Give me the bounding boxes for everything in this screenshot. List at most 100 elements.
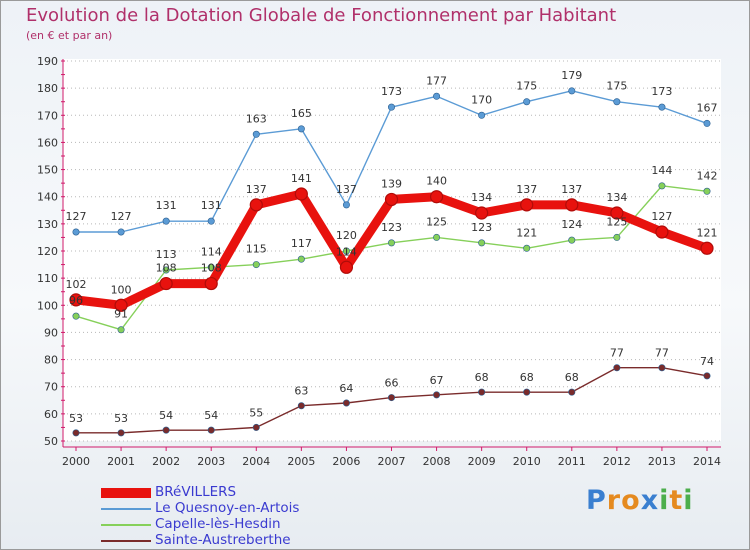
data-point [294, 187, 308, 201]
data-label: 121 [697, 226, 718, 239]
data-point [613, 364, 621, 372]
data-point [433, 233, 441, 241]
legend-item: Le Quesnoy-en-Artois [101, 501, 361, 516]
x-tick-label: 2000 [62, 455, 90, 468]
data-point [297, 402, 305, 410]
data-label: 134 [471, 191, 492, 204]
x-tick-label: 2012 [603, 455, 631, 468]
data-point [159, 276, 173, 291]
data-label: 170 [471, 93, 492, 106]
data-label: 68 [475, 371, 489, 384]
data-label: 173 [381, 85, 402, 98]
x-tick-label: 2007 [378, 455, 406, 468]
legend-swatch [101, 508, 151, 510]
data-label: 125 [606, 215, 627, 228]
data-label: 68 [520, 371, 534, 384]
y-tick-label: 170 [37, 109, 58, 122]
data-point [610, 206, 624, 220]
data-label: 114 [201, 245, 222, 258]
data-point [655, 225, 669, 239]
data-point [387, 394, 395, 402]
data-label: 137 [561, 183, 582, 196]
legend-label: Capelle-lès-Hesdin [155, 516, 281, 532]
data-label: 173 [651, 85, 672, 98]
legend-swatch [101, 488, 151, 498]
series-br-villers [69, 187, 714, 312]
x-tick-label: 2010 [513, 455, 541, 468]
data-point [523, 388, 531, 396]
data-label: 117 [291, 237, 312, 250]
y-tick-label: 70 [44, 381, 58, 394]
data-point [342, 247, 350, 255]
data-point [117, 429, 125, 437]
data-point [342, 201, 350, 209]
y-tick-label: 90 [44, 326, 58, 339]
data-point [475, 206, 489, 220]
legend-item: BRéVILLERS [101, 485, 361, 500]
data-point [478, 388, 486, 396]
data-point [568, 236, 576, 244]
legend-swatch [101, 540, 151, 542]
data-point [339, 260, 354, 274]
data-point [387, 103, 395, 111]
data-label: 127 [111, 210, 132, 223]
data-point [342, 399, 350, 407]
data-point [523, 244, 531, 252]
data-point [658, 182, 666, 190]
data-point [297, 125, 305, 133]
data-point [72, 429, 80, 437]
legend-swatch [101, 524, 151, 526]
data-point [207, 263, 215, 271]
data-label: 66 [385, 377, 399, 390]
logo-letter: P [586, 485, 607, 516]
data-label: 115 [246, 243, 267, 256]
logo-letter: r [606, 485, 622, 516]
logo-letter: o [621, 485, 641, 516]
data-label: 131 [201, 199, 222, 212]
data-point [69, 293, 83, 307]
data-point [207, 217, 215, 225]
data-point [252, 423, 260, 431]
data-point [568, 388, 576, 396]
data-point [700, 241, 714, 255]
data-label: 125 [426, 215, 447, 228]
data-label: 68 [565, 371, 579, 384]
x-tick-label: 2005 [287, 455, 315, 468]
data-label: 102 [66, 278, 87, 291]
x-tick-label: 2001 [107, 455, 135, 468]
logo-letter: i [683, 485, 694, 516]
y-tick-label: 110 [37, 272, 58, 285]
data-point [387, 239, 395, 247]
series-sainte-austreberthe [72, 364, 711, 437]
legend-item: Sainte-Austreberthe [101, 533, 361, 548]
data-label: 175 [606, 80, 627, 93]
data-point [520, 198, 534, 212]
data-label: 167 [697, 101, 718, 114]
data-label: 124 [561, 218, 582, 231]
data-point [613, 233, 621, 241]
data-point [114, 298, 128, 312]
y-tick-label: 130 [37, 218, 58, 231]
chart-subtitle: (en € et par an) [26, 29, 113, 42]
data-label: 137 [516, 183, 537, 196]
chart-title: Evolution de la Dotation Globale de Fonc… [26, 5, 617, 26]
y-tick-label: 180 [37, 82, 58, 95]
data-label: 123 [381, 221, 402, 234]
data-label: 175 [516, 80, 537, 93]
logo-letter: t [669, 485, 684, 516]
data-point [658, 364, 666, 372]
data-point [703, 372, 711, 380]
data-point [204, 276, 218, 291]
data-point [117, 228, 125, 236]
x-tick-label: 2004 [242, 455, 270, 468]
y-tick-label: 50 [44, 435, 58, 448]
data-label: 53 [69, 412, 83, 425]
y-tick-label: 160 [37, 136, 58, 149]
data-point [207, 426, 215, 434]
data-label: 131 [156, 199, 177, 212]
data-label: 77 [655, 347, 669, 360]
legend-item: Capelle-lès-Hesdin [101, 517, 361, 532]
data-point [568, 87, 576, 95]
